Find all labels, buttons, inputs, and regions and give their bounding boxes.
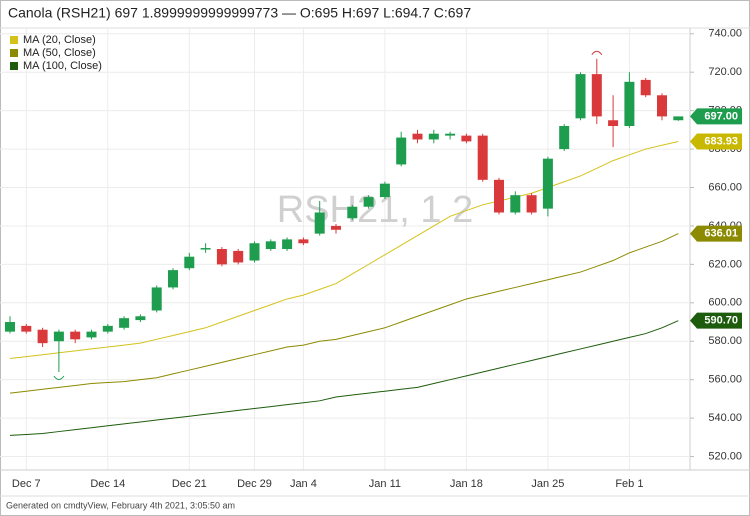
candle-body	[102, 325, 113, 332]
ma-line	[9, 141, 679, 360]
x-tick-label: Dec 29	[237, 478, 272, 490]
candle-body	[461, 135, 472, 142]
legend-swatch	[10, 36, 18, 44]
candle-body	[298, 239, 309, 244]
footer: Generated on cmdtyView, February 4th 202…	[6, 500, 235, 510]
ma-line	[9, 233, 679, 394]
candle-body	[249, 243, 260, 261]
y-tick-label: 520.00	[708, 450, 742, 462]
last-price-label: 697.00	[704, 110, 738, 122]
legend-label: MA (100, Close)	[23, 60, 102, 72]
y-tick-label: 580.00	[708, 335, 742, 347]
x-tick-label: Jan 4	[290, 478, 317, 490]
legend-swatch	[10, 62, 18, 70]
candle-body	[37, 329, 48, 344]
candle-body	[314, 212, 325, 234]
candle-body	[347, 206, 358, 219]
y-tick-label: 740.00	[708, 28, 742, 40]
candle-body	[363, 197, 374, 207]
y-tick-label: 720.00	[708, 66, 742, 78]
candle-body	[53, 331, 64, 342]
candle-body	[657, 95, 667, 117]
candle-body	[21, 325, 32, 332]
candle-body	[379, 183, 390, 198]
x-tick-label: Jan 18	[450, 478, 483, 490]
candle-body	[282, 239, 293, 249]
candle-body	[135, 316, 146, 321]
candle-body	[168, 270, 178, 288]
candle-body	[200, 248, 211, 250]
candle-body	[591, 74, 602, 117]
ma-last-label-bg	[690, 133, 742, 150]
candle-body	[70, 331, 81, 340]
y-tick-label: 560.00	[708, 374, 742, 386]
candle-body	[86, 331, 97, 338]
candle-body	[542, 158, 553, 209]
chart-title: Canola (RSH21) 697 1.8999999999999773 — …	[8, 5, 471, 21]
ma-line	[9, 320, 679, 436]
low-marker	[53, 375, 65, 380]
candle-body	[428, 133, 439, 140]
high-marker	[591, 50, 603, 56]
ma-last-label-bg	[690, 312, 742, 329]
legend-swatch	[10, 49, 18, 57]
candle-body	[331, 225, 341, 230]
candle-body	[233, 250, 244, 263]
candle-body	[412, 133, 423, 140]
candle-body	[494, 179, 504, 213]
candle-body	[575, 74, 586, 119]
x-tick-label: Feb 1	[615, 478, 643, 490]
candle-body	[640, 79, 651, 96]
candle-body	[119, 318, 130, 328]
candle-body	[184, 256, 195, 269]
watermark: RSH21, 1 2	[277, 189, 473, 231]
y-tick-label: 600.00	[708, 297, 742, 309]
candle-body	[559, 126, 570, 150]
candle-body	[396, 137, 407, 165]
last-price-label-bg	[690, 108, 742, 125]
candle-body	[673, 116, 684, 121]
x-tick-label: Jan 25	[531, 478, 564, 490]
ma-last-label: 683.93	[704, 135, 738, 147]
candle-body	[510, 195, 521, 213]
y-tick-label: 620.00	[708, 258, 742, 270]
candle-body	[265, 241, 276, 249]
candle-body	[624, 81, 635, 127]
x-tick-label: Dec 14	[90, 478, 125, 490]
x-tick-label: Dec 21	[172, 478, 207, 490]
ma-last-label-bg	[690, 225, 742, 242]
candle-body	[445, 133, 456, 136]
y-tick-label: 660.00	[708, 181, 742, 193]
x-tick-label: Dec 7	[12, 478, 41, 490]
candle-body	[5, 322, 15, 332]
legend-label: MA (50, Close)	[23, 47, 96, 59]
candle-body	[216, 249, 227, 265]
candle-body	[608, 120, 619, 127]
candle-body	[477, 135, 488, 180]
candle-body	[151, 287, 162, 311]
ma-last-label: 590.70	[704, 315, 738, 327]
candle-body	[526, 195, 537, 213]
legend-label: MA (20, Close)	[23, 34, 96, 46]
x-tick-label: Jan 11	[369, 478, 401, 490]
ma-last-label: 636.01	[704, 228, 738, 240]
y-tick-label: 540.00	[708, 412, 742, 424]
